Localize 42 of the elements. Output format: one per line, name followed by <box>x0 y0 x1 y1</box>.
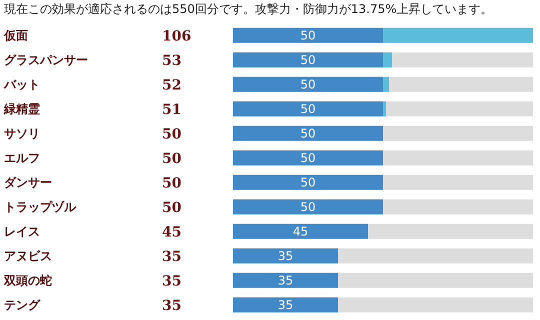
data-label: 50 <box>300 102 316 116</box>
bar <box>383 52 392 68</box>
data-label: 50 <box>300 53 316 68</box>
text: 50 <box>162 126 182 142</box>
y-tick-label: 仮面 <box>3 28 28 42</box>
chart-title: 現在この効果が適応されるのは550回分です。攻撃力・防御力が13.75%上昇しています。 <box>3 1 494 18</box>
data-label: 35 <box>278 298 294 312</box>
text: 35 <box>162 298 182 314</box>
y-tick-label: レイス <box>4 224 40 238</box>
data-label: 50 <box>300 28 316 43</box>
bar <box>233 28 383 43</box>
y-tick-label: トラップヅル <box>4 200 77 214</box>
text: 52 <box>162 77 182 94</box>
text: 53 <box>162 52 182 69</box>
y-tick-label: テング <box>4 298 41 312</box>
y-tick-label: アヌビス <box>4 248 52 263</box>
y-tick-label: 緑精霊 <box>3 102 40 116</box>
data-label: 35 <box>278 274 294 288</box>
y-tick-label: バット <box>3 77 40 92</box>
y-tick-label: グラスパンサー <box>4 52 88 67</box>
text: 50 <box>162 200 182 216</box>
data-label: 35 <box>278 249 294 264</box>
text: 50 <box>162 175 182 192</box>
text: 51 <box>162 102 182 118</box>
data-label: 45 <box>292 224 308 239</box>
data-label: 50 <box>300 126 316 141</box>
text: 106 <box>162 28 192 44</box>
text: 50 <box>162 150 182 167</box>
y-tick-label: 双頭の蛇 <box>3 273 52 288</box>
bar <box>383 76 389 92</box>
data-label: 50 <box>300 78 316 92</box>
data-label: 50 <box>300 176 316 190</box>
text: 35 <box>162 273 182 290</box>
y-tick-label: エルフ <box>4 150 40 165</box>
bar <box>383 101 386 116</box>
bar <box>383 28 533 43</box>
text: 35 <box>162 248 182 265</box>
data-label: 50 <box>300 151 316 166</box>
text: 45 <box>162 224 182 240</box>
data-label: 50 <box>300 200 316 214</box>
y-tick-label: ダンサー <box>4 175 52 190</box>
y-tick-label: サソリ <box>4 126 40 140</box>
